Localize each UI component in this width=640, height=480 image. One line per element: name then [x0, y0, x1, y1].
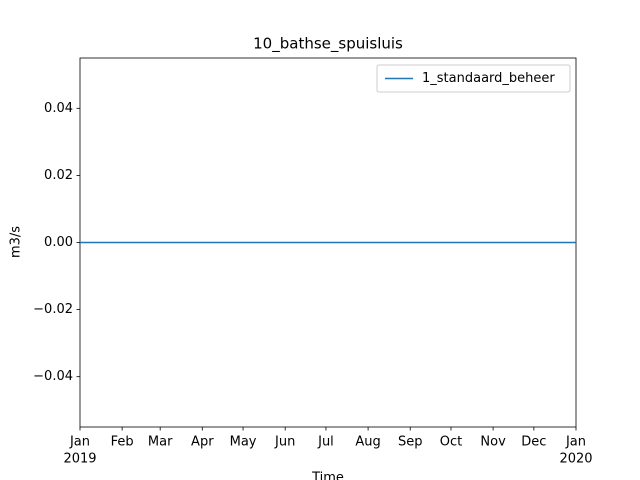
x-tick-label: Dec — [521, 435, 546, 450]
legend-box — [376, 64, 571, 93]
y-tick-label: 0.04 — [44, 101, 73, 116]
legend-label: 1_standaard_beheer — [422, 71, 555, 86]
x-tick-year-label: 2019 — [63, 452, 96, 467]
y-tick-label: −0.04 — [33, 369, 73, 384]
x-tick-label: Nov — [480, 435, 506, 450]
y-tick-label: 0.02 — [44, 168, 73, 183]
x-tick-label: Aug — [355, 435, 380, 450]
y-axis-label: m3/s — [9, 226, 24, 258]
x-tick-label: Sep — [398, 435, 423, 450]
x-tick-label: May — [230, 435, 257, 450]
x-tick-label: Jul — [317, 435, 334, 450]
y-tick-label: 0.00 — [44, 235, 73, 250]
chart-title: 10_bathse_spuisluis — [253, 35, 403, 54]
x-tick-label: Jun — [274, 435, 295, 450]
x-tick-label: Mar — [148, 435, 173, 450]
x-tick-label: Apr — [191, 435, 214, 450]
x-tick-label: Oct — [440, 435, 462, 450]
y-tick-label: −0.02 — [33, 302, 73, 317]
x-tick-year-label: 2020 — [559, 452, 592, 467]
x-axis-label: Time — [311, 471, 344, 480]
x-tick-label: Jan — [69, 435, 90, 450]
x-tick-label: Jan — [565, 435, 586, 450]
x-tick-label: Feb — [111, 435, 134, 450]
